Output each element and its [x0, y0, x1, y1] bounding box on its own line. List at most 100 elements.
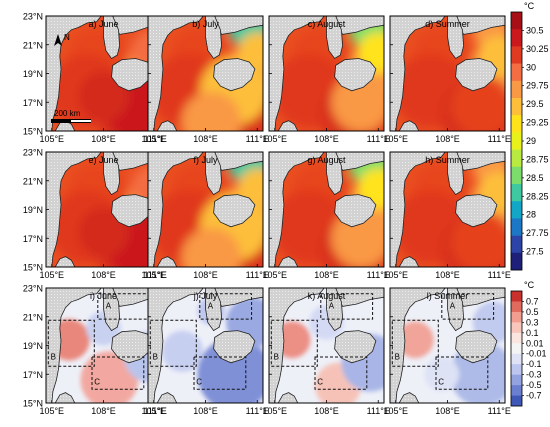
land-mass	[148, 152, 204, 267]
peninsula-land	[447, 288, 465, 332]
peninsula-land	[103, 152, 121, 196]
map-panel: e) June	[45, 151, 162, 268]
region-label-b: B	[395, 352, 400, 361]
x-tick-label: 105°E	[383, 134, 408, 144]
scale-bar-segment	[71, 120, 91, 122]
land-mass	[269, 16, 325, 131]
panel-title: h) Summer	[425, 155, 470, 165]
island-land	[334, 194, 377, 228]
y-tick-label: 21°N	[23, 40, 43, 50]
colorbar-swatch	[511, 374, 522, 386]
panel-title: k) August	[308, 291, 346, 301]
land-mass	[54, 256, 76, 267]
peninsula-land	[447, 152, 465, 196]
colorbar-swatch	[511, 98, 522, 116]
land-mass	[277, 392, 299, 403]
field-contour	[80, 351, 139, 403]
island-land	[455, 58, 498, 92]
x-tick-label: 108°E	[314, 406, 339, 416]
land-mass	[46, 16, 102, 131]
peninsula-land	[103, 16, 121, 60]
x-tick-label: 105°E	[383, 270, 408, 280]
colorbar-swatch	[511, 385, 522, 396]
region-box	[441, 293, 495, 320]
x-tick-label: 105°E	[141, 134, 166, 144]
map-panels: a) June 200 km Nb) July c) August d) Summer e…	[45, 15, 506, 404]
x-tick-label: 111°E	[246, 134, 269, 144]
y-tick-label: 19°N	[23, 205, 43, 215]
x-tick-label: 108°E	[193, 406, 218, 416]
x-tick-label: 111°E	[246, 406, 269, 416]
panel-title: f) July	[193, 155, 218, 165]
panel-title: c) August	[308, 19, 346, 29]
x-tick-label: 105°E	[39, 270, 64, 280]
x-tick-label: 111°E	[488, 270, 511, 280]
map-panel: d) Summer	[389, 15, 506, 132]
island-land	[334, 58, 377, 92]
region-label-b: B	[153, 352, 158, 361]
panel-title: d) Summer	[425, 19, 470, 29]
x-tick-label: 108°E	[435, 270, 460, 280]
panel-title: l) Summer	[427, 291, 469, 301]
x-tick-label: 105°E	[262, 270, 287, 280]
colorbar-label: 0.01	[526, 338, 544, 348]
colorbars: 30.5 30.25 30 29.75 29.5 29.25 29 28.75 28.5 28.2…	[510, 1, 549, 407]
region-label-a: A	[450, 302, 456, 311]
land-mass	[148, 16, 204, 131]
region-box	[193, 356, 247, 390]
x-tick-label: 108°E	[314, 270, 339, 280]
colorbar-swatch	[511, 115, 522, 133]
colorbar-swatch	[511, 332, 522, 344]
region-box	[320, 293, 374, 320]
colorbar-swatch	[511, 46, 522, 64]
peninsula-land	[326, 152, 344, 196]
colorbar-label: 28.5	[526, 173, 544, 183]
map-panel: A B Ci) June	[45, 287, 162, 404]
y-tick-label: 21°N	[23, 312, 43, 322]
region-box	[391, 319, 439, 367]
x-tick-label: 105°E	[141, 406, 166, 416]
x-tick-label: 108°E	[91, 406, 116, 416]
peninsula-land	[205, 152, 223, 196]
colorbar-swatch	[511, 80, 522, 99]
land-mass	[46, 152, 102, 267]
region-label-b: B	[274, 352, 279, 361]
island-land	[213, 194, 256, 228]
panel-title: e) June	[88, 155, 118, 165]
colorbar-swatch	[511, 252, 522, 271]
land-mass	[398, 392, 420, 403]
north-arrow-icon	[54, 34, 62, 46]
x-tick-label: 111°E	[144, 270, 167, 280]
x-tick-label: 105°E	[383, 406, 408, 416]
colorbar-label: 29.75	[526, 81, 549, 91]
field-contour	[181, 227, 242, 267]
colorbar-label: 29	[526, 136, 536, 146]
region-box	[91, 356, 145, 390]
island-land	[455, 330, 498, 364]
colorbar-label: 0.3	[526, 317, 539, 327]
y-tick-label: 15°N	[23, 263, 43, 273]
colorbar-label: 29.25	[526, 118, 549, 128]
region-box	[47, 319, 95, 367]
island-land	[455, 194, 498, 228]
x-tick-label: 111°E	[144, 134, 167, 144]
peninsula-land	[103, 288, 121, 332]
region-label-a: A	[106, 302, 112, 311]
panel-title: j) July	[193, 291, 218, 301]
field-contour	[452, 211, 505, 267]
island-land	[213, 58, 256, 92]
colorbar-swatch	[511, 132, 522, 150]
x-tick-label: 111°E	[144, 406, 167, 416]
x-tick-label: 108°E	[193, 134, 218, 144]
y-tick-label: 19°N	[23, 341, 43, 351]
region-label-c: C	[317, 378, 323, 387]
colorbar-label: 30	[526, 62, 536, 72]
field-contour	[181, 91, 242, 131]
map-panel: g) August	[268, 151, 385, 268]
x-tick-label: 108°E	[193, 270, 218, 280]
colorbar-swatch	[511, 149, 522, 168]
panel-title: a) June	[88, 19, 118, 29]
region-box	[314, 356, 368, 390]
panel-title: g) August	[307, 155, 346, 165]
